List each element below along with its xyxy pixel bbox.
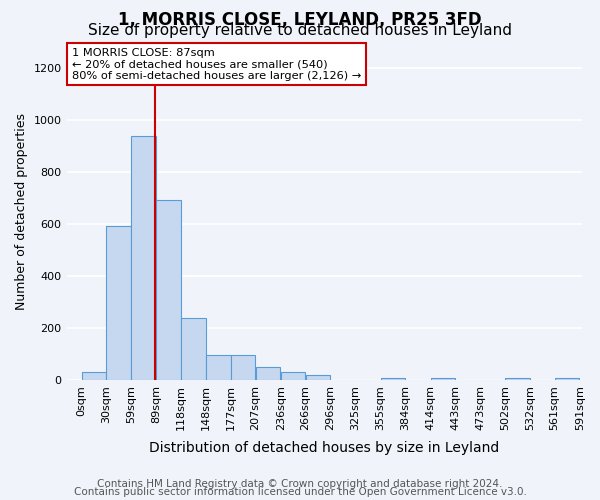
- Text: Contains HM Land Registry data © Crown copyright and database right 2024.: Contains HM Land Registry data © Crown c…: [97, 479, 503, 489]
- Bar: [106, 226, 131, 380]
- Text: Contains public sector information licensed under the Open Government Licence v3: Contains public sector information licen…: [74, 487, 526, 497]
- Bar: [431, 378, 455, 380]
- Text: Size of property relative to detached houses in Leyland: Size of property relative to detached ho…: [88, 22, 512, 38]
- Bar: [305, 376, 330, 380]
- Text: 1, MORRIS CLOSE, LEYLAND, PR25 3FD: 1, MORRIS CLOSE, LEYLAND, PR25 3FD: [118, 11, 482, 29]
- Text: 1 MORRIS CLOSE: 87sqm
← 20% of detached houses are smaller (540)
80% of semi-det: 1 MORRIS CLOSE: 87sqm ← 20% of detached …: [71, 48, 361, 81]
- Bar: [231, 356, 256, 380]
- Y-axis label: Number of detached properties: Number of detached properties: [15, 113, 28, 310]
- Bar: [181, 318, 206, 380]
- Bar: [256, 367, 280, 380]
- Bar: [157, 200, 181, 380]
- Bar: [505, 378, 530, 380]
- Bar: [82, 372, 106, 380]
- Bar: [555, 378, 579, 380]
- Bar: [380, 378, 405, 380]
- Bar: [206, 356, 230, 380]
- Bar: [131, 136, 155, 380]
- X-axis label: Distribution of detached houses by size in Leyland: Distribution of detached houses by size …: [149, 441, 500, 455]
- Bar: [281, 372, 305, 380]
